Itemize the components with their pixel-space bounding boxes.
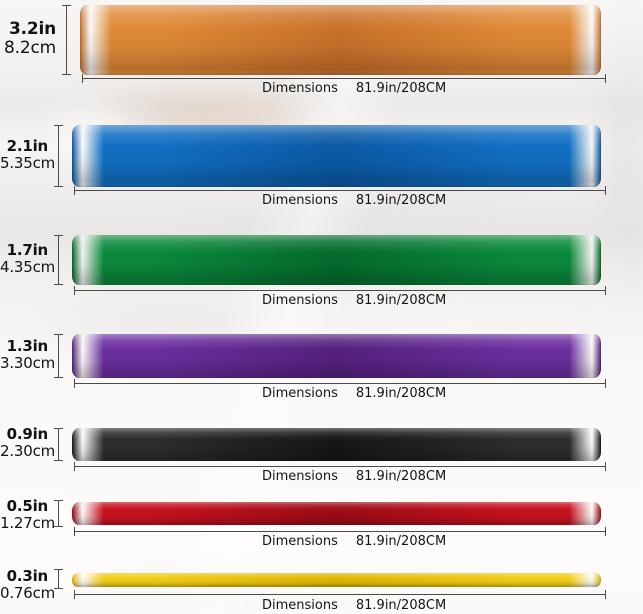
dimensions-caption-green: Dimensions 81.9in/208CM <box>262 293 446 308</box>
height-label-red: 0.5in 1.27cm <box>0 497 56 533</box>
resistance-band-red <box>72 502 601 525</box>
band-row-red: 0.5in 1.27cm Dimensions 81.9in/208CM <box>0 490 643 555</box>
length-ruler-blue <box>74 186 606 195</box>
dimensions-caption-blue: Dimensions 81.9in/208CM <box>262 193 446 208</box>
length-ruler-orange <box>82 74 606 83</box>
band-row-black: 0.9in 2.30cm Dimensions 81.9in/208CM <box>0 410 643 490</box>
dimensions-caption-yellow: Dimensions 81.9in/208CM <box>262 598 446 613</box>
height-label-green: 1.7in 4.35cm <box>0 241 56 277</box>
height-cm-purple: 3.30cm <box>0 354 56 373</box>
band-row-yellow: 0.3in 0.76cm Dimensions 81.9in/208CM <box>0 555 643 614</box>
dimensions-value-orange: 81.9in/208CM <box>355 81 447 96</box>
dimensions-caption-black: Dimensions 81.9in/208CM <box>262 469 446 484</box>
resistance-band-orange <box>80 5 601 75</box>
height-inches-black: 0.9in <box>6 425 49 443</box>
resistance-band-black <box>72 428 601 461</box>
height-label-orange: 3.2in 8.2cm <box>0 19 56 59</box>
height-cm-orange: 8.2cm <box>4 38 56 59</box>
dimensions-label-orange: Dimensions <box>262 81 338 96</box>
height-inches-purple: 1.3in <box>6 337 49 355</box>
height-cm-red: 1.27cm <box>0 514 56 533</box>
height-dimension-indicator-green <box>54 235 63 285</box>
height-dimension-indicator-orange <box>62 5 71 75</box>
height-dimension-indicator-blue <box>54 125 63 187</box>
length-ruler-black <box>74 462 606 471</box>
height-dimension-indicator-red <box>54 500 63 527</box>
height-label-purple: 1.3in 3.30cm <box>0 337 56 373</box>
band-row-green: 1.7in 4.35cm Dimensions 81.9in/208CM <box>0 220 643 320</box>
height-dimension-indicator-purple <box>54 334 63 378</box>
height-cm-yellow: 0.76cm <box>0 584 56 603</box>
height-label-black: 0.9in 2.30cm <box>0 425 56 461</box>
dimensions-label-green: Dimensions <box>262 293 338 308</box>
height-inches-blue: 2.1in <box>6 137 49 155</box>
height-cm-blue: 5.35cm <box>0 154 56 173</box>
length-ruler-purple <box>74 379 606 388</box>
dimensions-caption-purple: Dimensions 81.9in/208CM <box>262 386 446 401</box>
height-inches-orange: 3.2in <box>8 19 56 39</box>
height-label-yellow: 0.3in 0.76cm <box>0 567 56 603</box>
height-dimension-indicator-black <box>54 428 63 461</box>
resistance-band-purple <box>72 334 601 378</box>
band-row-purple: 1.3in 3.30cm Dimensions 81.9in/208CM <box>0 320 643 410</box>
resistance-band-blue <box>72 125 601 187</box>
dimensions-label-yellow: Dimensions <box>262 598 338 613</box>
height-cm-black: 2.30cm <box>0 442 56 461</box>
dimensions-value-purple: 81.9in/208CM <box>355 386 447 401</box>
height-inches-green: 1.7in <box>6 241 49 259</box>
band-row-blue: 2.1in 5.35cm Dimensions 81.9in/208CM <box>0 110 643 220</box>
dimensions-value-black: 81.9in/208CM <box>355 469 447 484</box>
dimensions-label-purple: Dimensions <box>262 386 338 401</box>
height-dimension-indicator-yellow <box>54 569 63 589</box>
height-cm-green: 4.35cm <box>0 258 56 277</box>
band-row-orange: 3.2in 8.2cm Dimensions 81.9in/208CM <box>0 0 643 110</box>
dimensions-caption-orange: Dimensions 81.9in/208CM <box>262 81 446 96</box>
height-label-blue: 2.1in 5.35cm <box>0 137 56 173</box>
resistance-band-yellow <box>72 573 601 587</box>
height-inches-red: 0.5in <box>6 497 49 515</box>
length-ruler-green <box>74 286 606 295</box>
dimensions-value-green: 81.9in/208CM <box>355 293 447 308</box>
dimensions-value-yellow: 81.9in/208CM <box>355 598 447 613</box>
dimensions-label-blue: Dimensions <box>262 193 338 208</box>
dimensions-value-blue: 81.9in/208CM <box>355 193 447 208</box>
dimensions-caption-red: Dimensions 81.9in/208CM <box>262 534 446 549</box>
dimensions-value-red: 81.9in/208CM <box>355 534 447 549</box>
resistance-band-green <box>72 235 601 285</box>
height-inches-yellow: 0.3in <box>6 567 49 585</box>
dimensions-label-red: Dimensions <box>262 534 338 549</box>
dimensions-label-black: Dimensions <box>262 469 338 484</box>
length-ruler-red <box>74 527 606 536</box>
length-ruler-yellow <box>74 590 606 599</box>
